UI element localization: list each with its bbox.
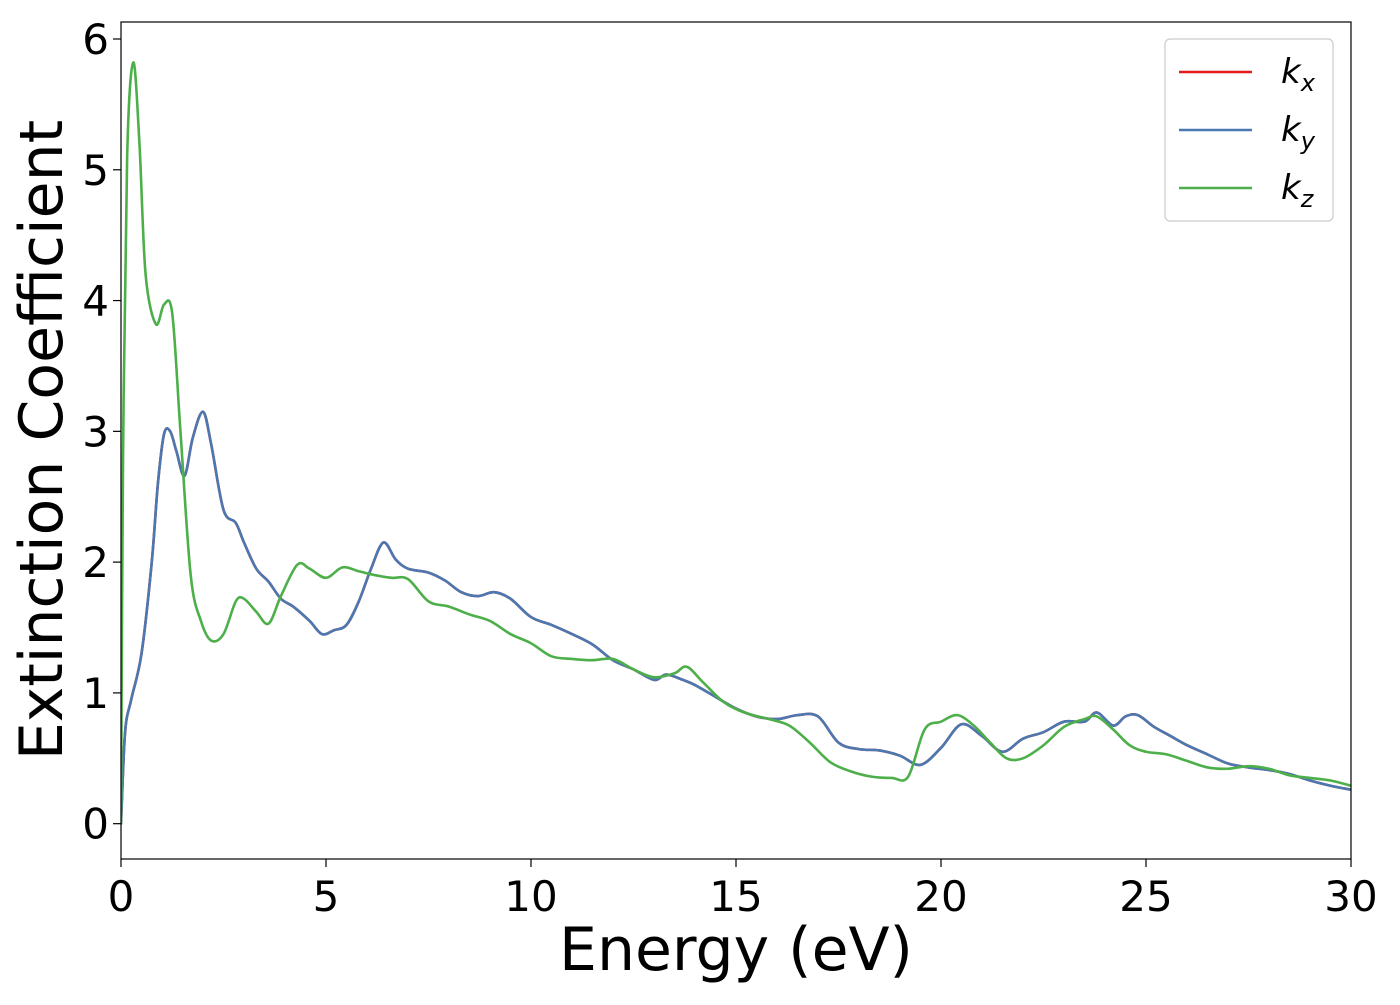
y-axis: 0 1 2 3 4 5 6	[82, 15, 121, 849]
y-tick-label: 4	[82, 277, 109, 326]
y-tick-label: 2	[82, 538, 109, 587]
y-tick-label: 6	[82, 15, 109, 64]
legend-label-kz: kz	[1281, 168, 1315, 213]
y-tick-label: 3	[82, 407, 109, 456]
series-line-kz	[121, 61, 1351, 825]
y-tick-label: 0	[82, 800, 109, 849]
y-tick-label: 5	[82, 146, 109, 195]
x-tick-label: 30	[1324, 872, 1377, 921]
x-axis-label: Energy (eV)	[559, 915, 913, 985]
legend-label-kx: kx	[1281, 52, 1316, 97]
x-tick-label: 10	[504, 872, 557, 921]
series-layer	[121, 61, 1351, 825]
y-axis-label: Extinction Coefficient	[7, 120, 77, 760]
series-line-ky	[121, 410, 1351, 825]
legend: kx ky kz	[1164, 38, 1334, 222]
x-tick-label: 25	[1119, 872, 1172, 921]
x-tick-label: 0	[108, 872, 135, 921]
x-tick-label: 5	[313, 872, 340, 921]
x-tick-label: 20	[914, 872, 967, 921]
legend-label-ky: ky	[1281, 110, 1316, 155]
x-tick-label: 15	[709, 872, 762, 921]
y-tick-label: 1	[82, 669, 109, 718]
legend-entries: kx ky kz	[1179, 52, 1316, 213]
x-axis: 0 5 10 15 20 25 30	[108, 859, 1378, 921]
